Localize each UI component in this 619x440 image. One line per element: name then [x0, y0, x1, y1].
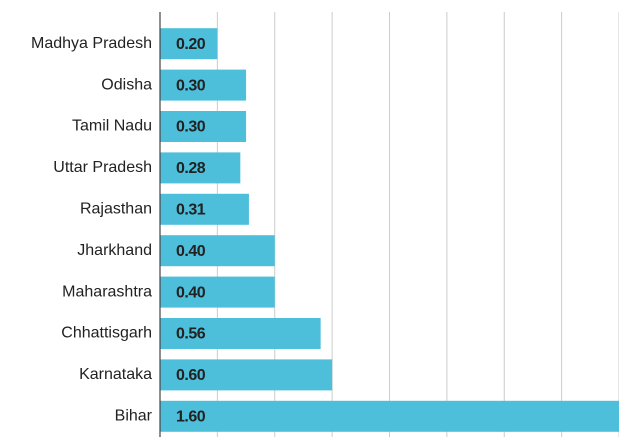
bar — [160, 111, 247, 142]
value-label: 0.56 — [176, 326, 206, 343]
bar — [160, 400, 619, 432]
category-label: Tamil Nadu — [72, 118, 152, 135]
value-label: 0.40 — [176, 284, 206, 301]
value-label: 0.30 — [176, 77, 206, 94]
category-label: Rajasthan — [80, 201, 152, 218]
bar — [160, 28, 218, 60]
category-label: Odisha — [101, 76, 152, 93]
bar — [160, 69, 247, 101]
category-label: Madhya Pradesh — [31, 35, 152, 52]
value-label: 0.40 — [176, 243, 206, 260]
category-label: Karnataka — [79, 366, 152, 383]
value-label: 0.30 — [176, 119, 206, 136]
bar — [160, 193, 249, 225]
value-label: 1.60 — [176, 409, 206, 426]
category-label: Maharashtra — [62, 283, 152, 300]
category-label: Bihar — [115, 408, 153, 425]
category-label: Uttar Pradesh — [53, 159, 152, 176]
value-label: 0.60 — [176, 367, 206, 384]
category-label: Chhattisgarh — [61, 325, 152, 342]
bar — [160, 318, 321, 349]
bar — [160, 152, 241, 184]
value-label: 0.31 — [176, 202, 206, 219]
bar — [160, 235, 275, 267]
value-label: 0.28 — [176, 160, 206, 177]
category-label: Jharkhand — [77, 242, 152, 259]
value-label: 0.20 — [176, 36, 206, 53]
bar — [160, 359, 333, 391]
bar — [160, 276, 275, 308]
